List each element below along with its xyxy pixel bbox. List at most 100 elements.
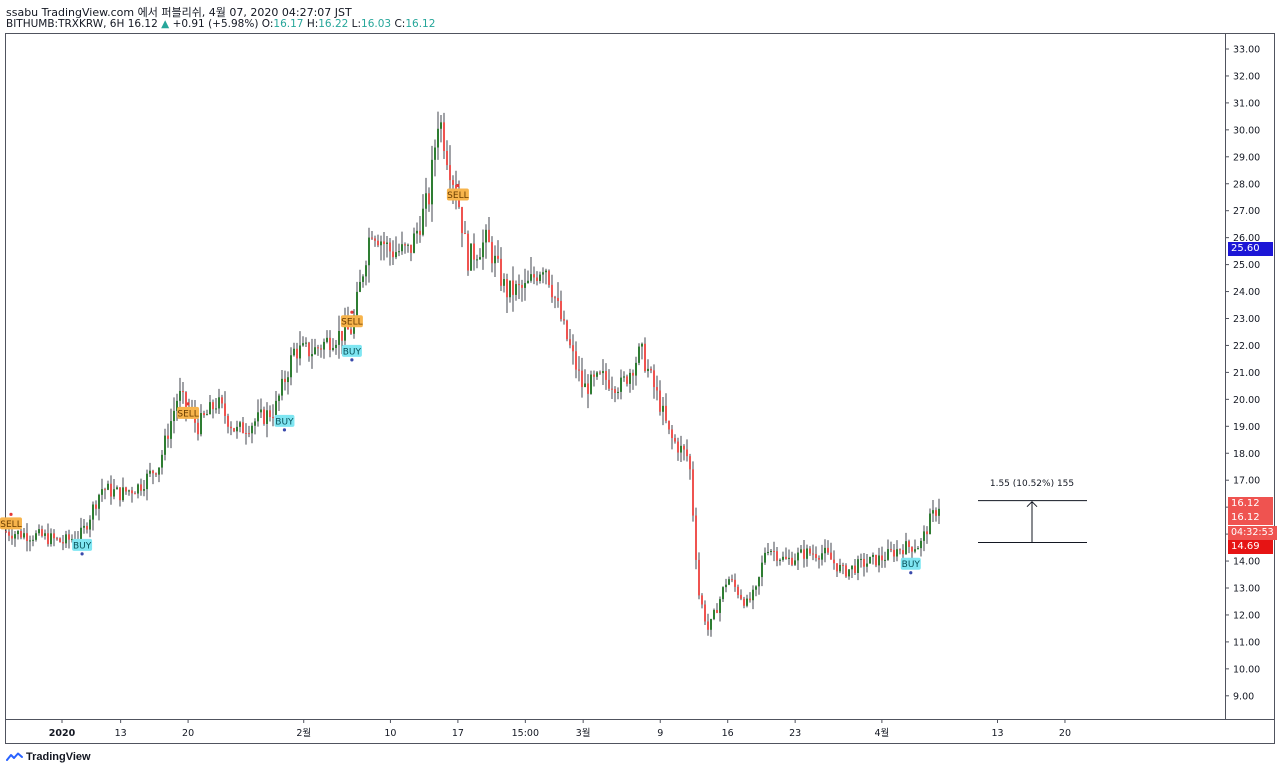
candle-body bbox=[452, 180, 454, 185]
candle-body bbox=[197, 422, 199, 435]
y-tick-label: 12.00 bbox=[1233, 610, 1260, 621]
candle-body bbox=[887, 549, 889, 560]
candle-body bbox=[680, 445, 682, 453]
candle-body bbox=[614, 389, 616, 393]
sell-signal-badge bbox=[0, 517, 22, 530]
chart-pane[interactable] bbox=[5, 33, 1226, 720]
candle-body bbox=[314, 347, 316, 355]
candle-body bbox=[338, 330, 340, 345]
candle-body bbox=[362, 276, 364, 282]
time-axis[interactable] bbox=[5, 719, 1275, 744]
x-tick-label: 13 bbox=[991, 728, 1003, 739]
sell-signal-dot bbox=[456, 183, 460, 188]
candle-body bbox=[692, 469, 694, 516]
candle-body bbox=[674, 438, 676, 442]
candle-body bbox=[518, 284, 520, 286]
candle-body bbox=[335, 344, 337, 348]
candle-body bbox=[104, 489, 106, 491]
candle-body bbox=[323, 341, 325, 350]
candle-body bbox=[290, 355, 292, 378]
sell-signal-label: SELL bbox=[447, 191, 468, 201]
candle-body bbox=[257, 412, 259, 422]
candle-body bbox=[368, 237, 370, 266]
candle-body bbox=[659, 390, 661, 412]
candle-body bbox=[629, 372, 631, 384]
candle-body bbox=[731, 579, 733, 581]
candle-body bbox=[404, 244, 406, 246]
candle-body bbox=[893, 549, 895, 557]
low-value: 16.03 bbox=[361, 18, 392, 30]
candle-body bbox=[317, 347, 319, 349]
candle-body bbox=[365, 265, 367, 277]
candle-body bbox=[491, 242, 493, 264]
candle-body bbox=[668, 420, 670, 430]
candle-body bbox=[533, 274, 535, 278]
y-tick-label: 31.00 bbox=[1233, 98, 1260, 109]
y-tick-label: 29.00 bbox=[1233, 152, 1260, 163]
candle-body bbox=[638, 346, 640, 363]
candle-body bbox=[284, 378, 286, 383]
x-tick-label: 20 bbox=[182, 728, 194, 739]
candle-body bbox=[344, 321, 346, 341]
candle-body bbox=[293, 348, 295, 356]
candle-body bbox=[929, 513, 931, 535]
candle-body bbox=[557, 297, 559, 301]
candle-body bbox=[926, 531, 928, 535]
tradingview-logo[interactable]: TradingView bbox=[6, 751, 91, 763]
candle-body bbox=[125, 487, 127, 492]
x-tick-label: 3월 bbox=[576, 727, 591, 739]
candle-body bbox=[395, 252, 397, 258]
candle-body bbox=[497, 255, 499, 259]
candle-body bbox=[689, 456, 691, 470]
candle-body bbox=[215, 408, 217, 410]
candle-body bbox=[356, 291, 358, 316]
candle-body bbox=[647, 368, 649, 372]
price-axis[interactable] bbox=[1225, 33, 1275, 720]
candle-body bbox=[89, 519, 91, 530]
x-tick-label: 2020 bbox=[49, 728, 76, 739]
candle-body bbox=[158, 467, 160, 475]
candle-body bbox=[107, 483, 109, 490]
candle-body bbox=[917, 548, 919, 550]
candle-body bbox=[248, 433, 250, 435]
candle-body bbox=[95, 504, 97, 509]
candle-body bbox=[302, 343, 304, 346]
candle-body bbox=[401, 244, 403, 252]
candle-body bbox=[392, 251, 394, 258]
candle-body bbox=[377, 240, 379, 246]
candle-body bbox=[542, 272, 544, 275]
candle-body bbox=[98, 494, 100, 509]
candle-body bbox=[812, 553, 814, 555]
buy-signal-dot bbox=[282, 428, 287, 432]
x-tick-labels: 2020 13 20 2월 10 17 15:00 3월 9 16 23 4월 13 20 bbox=[49, 719, 1071, 739]
candle-body bbox=[266, 410, 268, 424]
candle-body bbox=[35, 533, 37, 540]
candle-body bbox=[686, 449, 688, 457]
candle-body bbox=[797, 552, 799, 561]
candle-body bbox=[770, 550, 772, 552]
candle-body bbox=[581, 370, 583, 388]
candle-body bbox=[716, 610, 718, 613]
y-tick-label: 10.00 bbox=[1233, 664, 1260, 675]
candle-body bbox=[350, 329, 352, 334]
candle-body bbox=[113, 489, 115, 497]
candle-body bbox=[263, 409, 265, 424]
close-value: 16.12 bbox=[405, 18, 436, 30]
x-tick-label: 2월 bbox=[296, 727, 311, 739]
candle-body bbox=[41, 529, 43, 536]
candle-body bbox=[83, 525, 85, 528]
symbol-name[interactable]: BITHUMB:TRXKRW, 6H bbox=[6, 18, 125, 30]
candle-body bbox=[878, 555, 880, 566]
y-tick-label: 22.00 bbox=[1233, 341, 1260, 352]
buy-signal-badge bbox=[274, 414, 295, 427]
candle-body bbox=[161, 454, 163, 468]
candle-body bbox=[437, 128, 439, 148]
candle-body bbox=[890, 549, 892, 551]
candle-body bbox=[596, 372, 598, 377]
price-change: +0.91 (+5.98%) bbox=[172, 18, 259, 30]
candle-body bbox=[848, 569, 850, 577]
buy-signal-label: BUY bbox=[343, 347, 362, 357]
candle-body bbox=[206, 414, 208, 416]
candle-body bbox=[416, 230, 418, 234]
